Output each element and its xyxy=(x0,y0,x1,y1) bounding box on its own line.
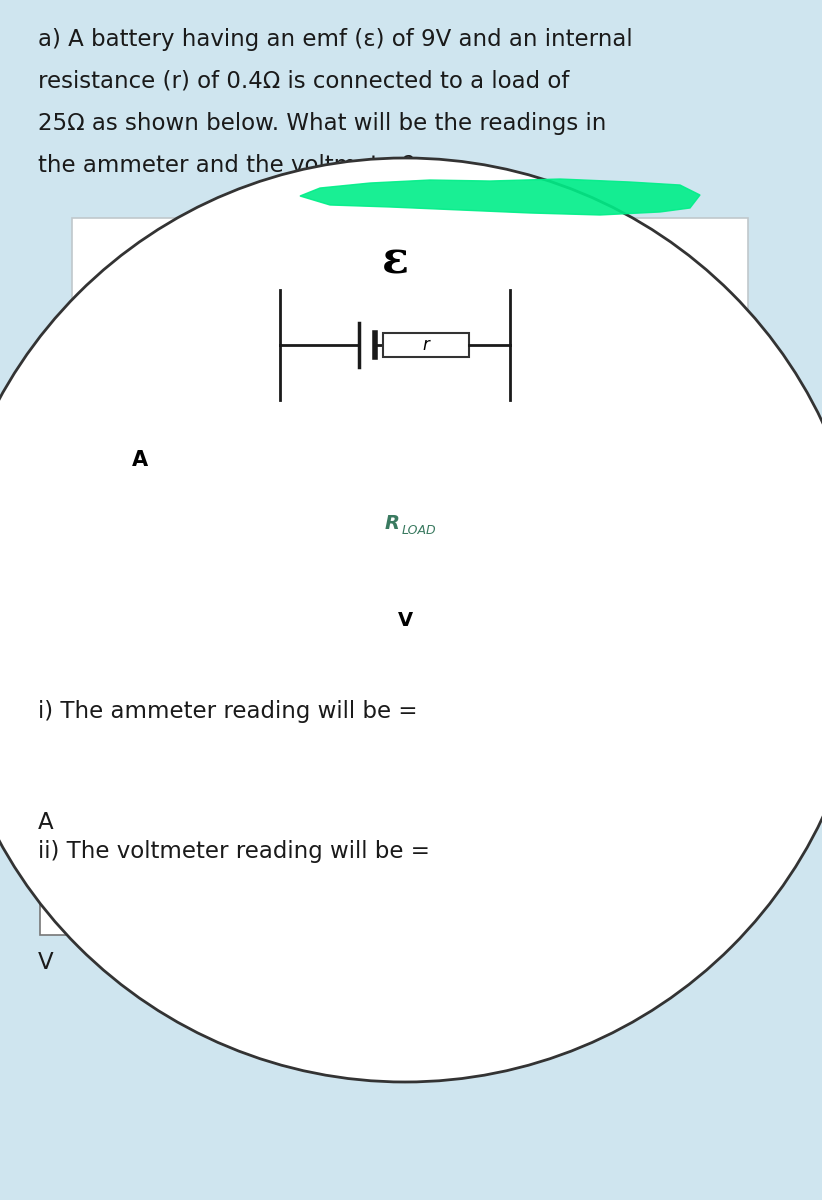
Text: ε: ε xyxy=(381,239,409,282)
Text: ii) The voltmeter reading will be =: ii) The voltmeter reading will be = xyxy=(38,840,430,863)
Bar xyxy=(348,542,462,572)
Bar xyxy=(280,290,510,400)
Text: A: A xyxy=(132,450,148,470)
Text: the ammeter and the voltmeter?: the ammeter and the voltmeter? xyxy=(38,154,415,176)
Text: R: R xyxy=(385,514,400,533)
Text: LOAD: LOAD xyxy=(402,524,436,538)
Bar xyxy=(72,218,748,650)
Text: V: V xyxy=(398,611,413,630)
Polygon shape xyxy=(300,179,700,215)
Text: 25Ω as shown below. What will be the readings in: 25Ω as shown below. What will be the rea… xyxy=(38,112,607,134)
Bar xyxy=(40,733,178,794)
Bar xyxy=(383,332,469,358)
Text: resistance (r) of 0.4Ω is connected to a load of: resistance (r) of 0.4Ω is connected to a… xyxy=(38,70,570,92)
Text: V: V xyxy=(38,950,53,974)
Text: i) The ammeter reading will be =: i) The ammeter reading will be = xyxy=(38,700,418,722)
Circle shape xyxy=(110,430,170,490)
Bar xyxy=(40,874,178,935)
Text: A: A xyxy=(38,811,53,834)
Circle shape xyxy=(0,158,822,1082)
Text: r: r xyxy=(423,336,429,354)
Text: a) A battery having an emf (ε) of 9V and an internal: a) A battery having an emf (ε) of 9V and… xyxy=(38,28,633,50)
